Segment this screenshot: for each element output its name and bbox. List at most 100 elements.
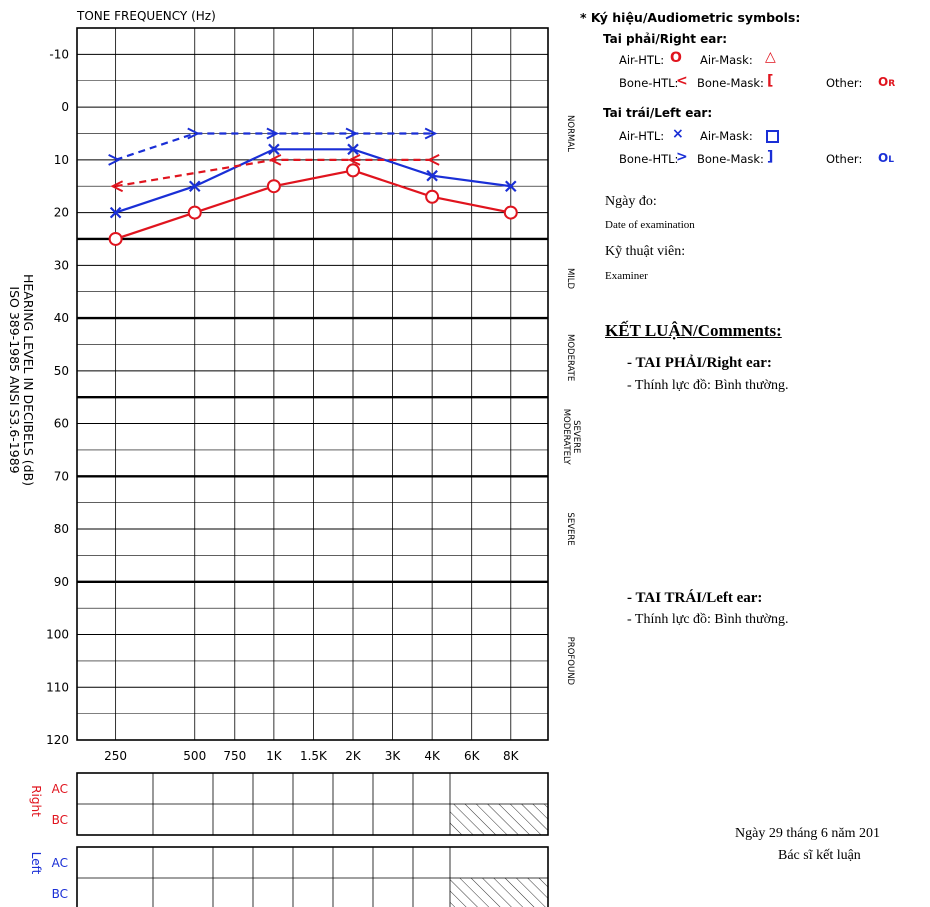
plot-frame [76, 27, 549, 741]
comments-right-ear-heading: - TAI PHẢI/Right ear: [627, 355, 772, 371]
legend-left-bone-mask-label: Bone-Mask: [697, 152, 764, 166]
zone-label: PROFOUND [565, 637, 575, 686]
x-tick-label: 2K [345, 749, 362, 763]
legend-right-bone-mask-label: Bone-Mask: [697, 76, 764, 90]
table-bc-label: BC [52, 887, 68, 901]
x-tick-label: 6K [464, 749, 481, 763]
data-point-greater-than [187, 127, 200, 140]
comments-title: KẾT LUẬN/Comments: [605, 321, 782, 340]
y-tick-label: 0 [61, 100, 69, 114]
hatched-cell [450, 804, 548, 835]
x-tick-label: 500 [183, 749, 206, 763]
table-left-label: Left [29, 852, 43, 875]
data-point-less-than [426, 153, 440, 166]
legend-right-air-mask-label: Air-Mask: [700, 53, 753, 67]
data-point-x [347, 143, 359, 156]
chart-title: TONE FREQUENCY (Hz) [76, 9, 216, 23]
x-tick-label: 1K [266, 749, 283, 763]
legend-right-ear: Tai phải/Right ear: [603, 32, 728, 46]
table-bc-label: BC [52, 813, 68, 827]
data-point-x [109, 206, 122, 219]
blue-square-icon [766, 130, 779, 143]
y-tick-label: 80 [54, 522, 69, 536]
blue-greater-than-icon: > [676, 149, 688, 165]
data-point-greater-than [108, 153, 121, 166]
legend-right-other-symbol: OR [878, 75, 896, 89]
y-tick-label: 70 [54, 469, 69, 483]
y-tick-label: 30 [54, 258, 69, 272]
table-right-label: Right [29, 785, 43, 817]
y-tick-label: 90 [54, 575, 69, 589]
legend-left-other-label: Other: [826, 152, 863, 166]
series-line-left-air [115, 148, 511, 214]
y-tick-label: 110 [46, 680, 69, 694]
comments-right-ear-text: - Thính lực đồ: Bình thường. [627, 378, 789, 393]
red-less-than-icon: < [676, 73, 688, 89]
legend-left-air-mask-label: Air-Mask: [700, 129, 753, 143]
table-ac-label: AC [52, 856, 68, 870]
hatched-cell [450, 878, 548, 907]
y-axis-label-2: ISO 389-1985 ANSI S3.6-1989 [7, 286, 22, 473]
y-axis-label-1: HEARING LEVEL IN DECIBELS (dB) [21, 274, 36, 486]
data-point-circle [187, 205, 202, 220]
x-tick-label: 750 [223, 749, 246, 763]
data-point-circle [425, 189, 440, 204]
zone-label: MODERATE [565, 334, 575, 381]
x-tick-label: 1.5K [300, 749, 328, 763]
red-bracket-icon: [ [767, 73, 774, 89]
y-tick-label: 120 [46, 733, 69, 747]
y-tick-label: 100 [46, 628, 69, 642]
red-circle-icon: O [670, 50, 682, 66]
comments-left-ear-text: - Thính lực đồ: Bình thường. [627, 612, 789, 627]
data-point-circle [503, 205, 518, 220]
signature-date: Ngày 29 tháng 6 năm 201 [735, 826, 881, 841]
signature-doctor-label: Bác sĩ kết luận [778, 848, 861, 863]
data-point-x [505, 180, 517, 192]
zone-label: SEVERE [571, 420, 581, 453]
y-tick-label: 40 [54, 311, 69, 325]
exam-date-label: Ngày đo: [605, 194, 657, 209]
x-tick-label: 3K [385, 749, 402, 763]
series-line-right-air [115, 169, 512, 241]
x-tick-label: 8K [503, 749, 520, 763]
data-point-circle [108, 231, 123, 246]
legend-left-bone-htl-label: Bone-HTL: [619, 152, 679, 166]
y-tick-label: 50 [54, 364, 69, 378]
examiner-label: Kỹ thuật viên: [605, 244, 686, 259]
legend-right-bone-htl-label: Bone-HTL: [619, 76, 679, 90]
data-point-greater-than [424, 127, 438, 140]
series-line-right-bone [115, 158, 433, 188]
comments-left-ear-heading: - TAI TRÁI/Left ear: [627, 590, 763, 606]
data-point-less-than [268, 153, 282, 166]
data-point-x [188, 180, 201, 192]
data-point-circle [346, 163, 361, 178]
blue-x-icon: × [672, 126, 684, 142]
x-tick-label: 4K [424, 749, 441, 763]
legend-right-air-htl-label: Air-HTL: [619, 53, 665, 67]
data-point-less-than [347, 153, 361, 166]
y-tick-label: 20 [54, 206, 69, 220]
legend-left-ear: Tai trái/Left ear: [603, 106, 713, 120]
data-point-greater-than [345, 127, 359, 140]
blue-bracket-icon: ] [767, 149, 774, 165]
y-tick-label: -10 [49, 47, 69, 61]
legend-left-air-htl-label: Air-HTL: [619, 129, 665, 143]
legend-title: * Ký hiệu/Audiometric symbols: [580, 10, 801, 25]
red-triangle-icon: △ [765, 49, 776, 65]
zone-label: SEVERE [565, 512, 575, 545]
examiner-label-en: Examiner [605, 270, 648, 282]
x-tick-label: 250 [104, 749, 127, 763]
y-tick-label: 60 [54, 417, 69, 431]
legend-left-other-symbol: OL [878, 151, 894, 165]
data-point-greater-than [266, 127, 280, 140]
legend-right-other-label: Other: [826, 76, 863, 90]
exam-date-label-en: Date of examination [605, 219, 695, 231]
series-line-left-bone [115, 132, 433, 161]
zone-label: MODERATELY [561, 409, 571, 466]
data-point-less-than [110, 180, 124, 193]
data-point-x [426, 169, 438, 182]
zone-label: MILD [565, 268, 575, 290]
data-point-x [268, 143, 280, 156]
